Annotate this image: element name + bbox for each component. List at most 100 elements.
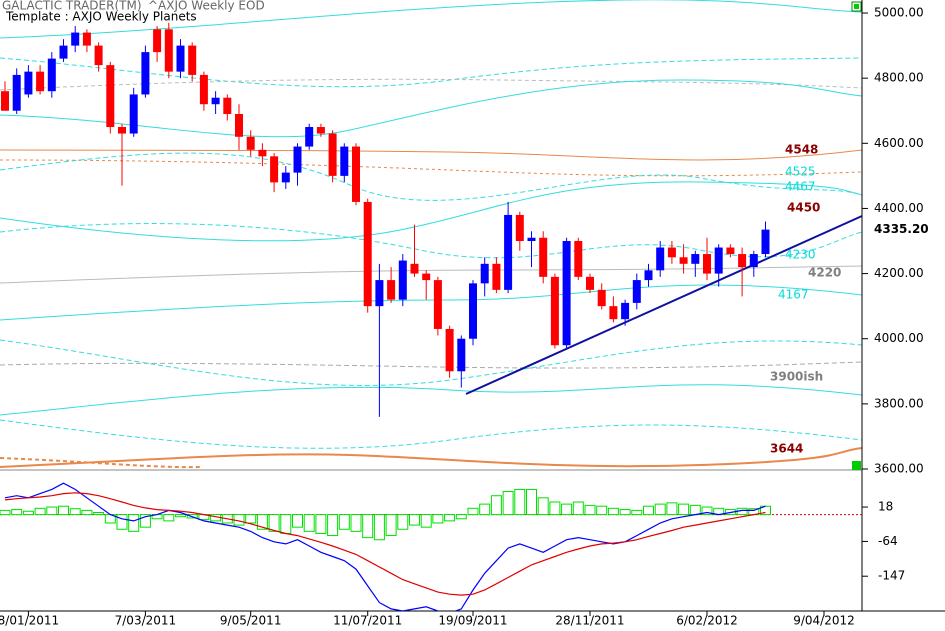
y-tick-label: 3600.00 <box>874 462 924 476</box>
histogram-bar <box>373 514 385 541</box>
histogram-bar <box>514 488 526 516</box>
histogram-bar <box>81 509 93 516</box>
annotation: 4467 <box>785 180 816 194</box>
histogram-bar <box>479 503 491 516</box>
candle-body <box>141 52 150 95</box>
histogram-bar <box>572 501 584 516</box>
y-tick-label: 4600.00 <box>874 136 924 150</box>
candle-body <box>305 127 314 147</box>
candle-body <box>340 146 349 176</box>
histogram-bar <box>654 503 666 516</box>
candle-body <box>328 133 337 176</box>
histogram-bar <box>350 514 362 532</box>
histogram-bar <box>163 514 175 522</box>
histogram-bar <box>280 514 292 534</box>
histogram-bar <box>46 506 58 516</box>
histogram-bar <box>689 504 701 516</box>
y-tick-label: 4400.00 <box>874 201 924 215</box>
y-tick-label: 3800.00 <box>874 396 924 410</box>
histogram-bar <box>678 503 690 516</box>
candle-body <box>82 32 91 46</box>
candle-body <box>749 254 758 268</box>
histogram-bar <box>256 514 268 530</box>
oscillator-line <box>4 482 766 611</box>
candle-body <box>656 247 665 271</box>
x-tick-label: 28/11/2011 <box>555 614 624 628</box>
histogram-bar <box>22 510 34 516</box>
y-tick-label: 5000.00 <box>874 6 924 20</box>
candle-body <box>738 254 747 268</box>
candle-body <box>293 146 302 173</box>
histogram-bar <box>701 506 713 516</box>
y-tick-label: -64 <box>878 534 898 548</box>
candle-body <box>316 127 325 134</box>
histogram-bar <box>455 514 467 520</box>
candle-body <box>94 45 103 66</box>
y-tick-label: 4800.00 <box>874 71 924 85</box>
histogram-bar <box>490 495 502 516</box>
histogram-bar <box>432 514 444 524</box>
histogram-bar <box>34 507 46 516</box>
candle-body <box>398 260 407 300</box>
candle-body <box>457 338 466 372</box>
candle-body <box>270 156 279 183</box>
histogram-bar <box>631 509 643 516</box>
candle-body <box>363 201 372 307</box>
histogram-bar <box>128 514 140 532</box>
marker <box>854 4 859 9</box>
histogram-bar <box>268 514 280 532</box>
histogram-bar <box>409 514 420 526</box>
candle-body <box>375 280 384 307</box>
annotation: 4548 <box>785 143 818 157</box>
oscillator-line <box>4 492 766 596</box>
histogram-bar <box>420 514 432 528</box>
candle-body <box>36 71 45 92</box>
y-tick-label: 4000.00 <box>874 331 924 345</box>
x-tick-label: 8/01/2011 <box>0 614 59 628</box>
candle-body <box>281 172 290 183</box>
candle-body <box>609 306 618 320</box>
candle-body <box>129 94 138 134</box>
candle-body <box>246 136 255 150</box>
candle-body <box>527 237 536 242</box>
trend-line <box>465 215 863 395</box>
histogram-bar <box>292 514 303 528</box>
histogram-bar <box>607 507 619 516</box>
candle-body <box>574 241 583 277</box>
histogram-bar <box>444 514 456 522</box>
candle-body <box>71 32 80 46</box>
candle-body <box>492 263 501 290</box>
histogram-bar <box>666 502 678 516</box>
x-tick-label: 9/04/2012 <box>793 614 855 628</box>
candle-body <box>562 241 571 346</box>
candle-body <box>235 113 243 137</box>
candle-body <box>59 45 68 59</box>
candle-body <box>539 237 548 277</box>
histogram-bar <box>549 501 561 516</box>
annotation: 3644 <box>770 442 803 456</box>
y-tick-label: 4200.00 <box>874 266 924 280</box>
candle-body <box>433 280 442 329</box>
candle-body <box>223 97 232 114</box>
histogram-bar <box>643 505 654 516</box>
candle-body <box>387 280 396 300</box>
candle-body <box>632 280 641 303</box>
histogram-bar <box>93 511 105 516</box>
cycle-curves <box>0 0 862 469</box>
histogram-bar <box>467 507 479 516</box>
candle-body <box>621 302 630 320</box>
histogram-bar <box>139 514 151 528</box>
candle-body <box>1 91 9 111</box>
histogram-bar <box>502 491 514 516</box>
annotation: 4450 <box>787 201 820 215</box>
candle-body <box>12 74 21 111</box>
candle-body <box>188 45 197 75</box>
x-tick-label: 11/07/2011 <box>333 614 402 628</box>
candle-body <box>153 29 162 53</box>
histogram-bar <box>397 514 409 530</box>
histogram-bar <box>327 514 339 537</box>
last-price-box <box>864 221 934 238</box>
marker <box>852 461 861 470</box>
histogram-bar <box>116 514 128 530</box>
